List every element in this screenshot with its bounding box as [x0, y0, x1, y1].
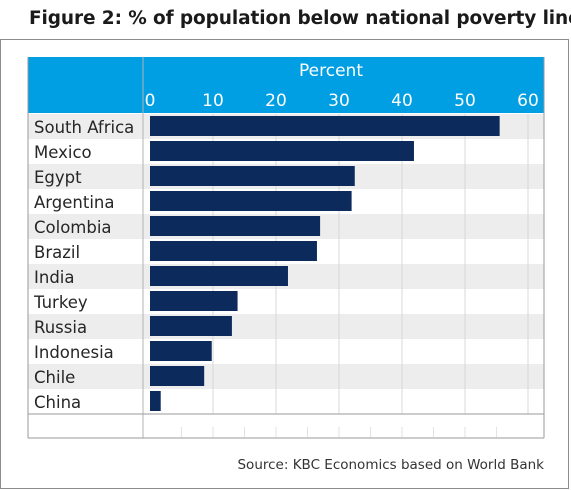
category-label: Brazil — [34, 243, 80, 262]
category-label: Russia — [34, 318, 87, 337]
header-band — [28, 57, 544, 113]
category-label: Mexico — [34, 143, 92, 162]
tick-label: 20 — [265, 91, 287, 111]
category-label: Argentina — [34, 193, 115, 212]
tick-label: 60 — [517, 91, 539, 111]
row-stripe — [28, 314, 544, 339]
bar — [150, 266, 288, 286]
axis-title: Percent — [299, 61, 363, 81]
category-label: South Africa — [34, 118, 134, 137]
tick-label: 50 — [454, 91, 476, 111]
category-label: Egypt — [34, 168, 82, 187]
category-label: India — [34, 268, 75, 287]
tick-label: 10 — [202, 91, 224, 111]
tick-label: 0 — [145, 91, 156, 111]
category-label: Turkey — [33, 293, 88, 312]
bar — [150, 291, 238, 311]
category-label: China — [34, 393, 81, 412]
bar — [150, 116, 500, 136]
category-label: Chile — [34, 368, 75, 387]
tick-label: 30 — [328, 91, 350, 111]
row-stripe — [28, 364, 544, 389]
chart-title: Figure 2: % of population below national… — [29, 8, 571, 29]
bar — [150, 366, 205, 386]
category-label: Colombia — [34, 218, 112, 237]
category-label: Indonesia — [34, 343, 114, 362]
bar — [150, 166, 355, 186]
bar — [150, 191, 352, 211]
chart-frame — [0, 39, 569, 489]
bar — [150, 316, 232, 336]
tick-label: 40 — [391, 91, 413, 111]
source-note: Source: KBC Economics based on World Ban… — [237, 457, 544, 473]
bar — [150, 241, 317, 261]
bar — [150, 391, 161, 411]
bar — [150, 141, 414, 161]
bar — [150, 341, 212, 361]
bar — [150, 216, 321, 236]
